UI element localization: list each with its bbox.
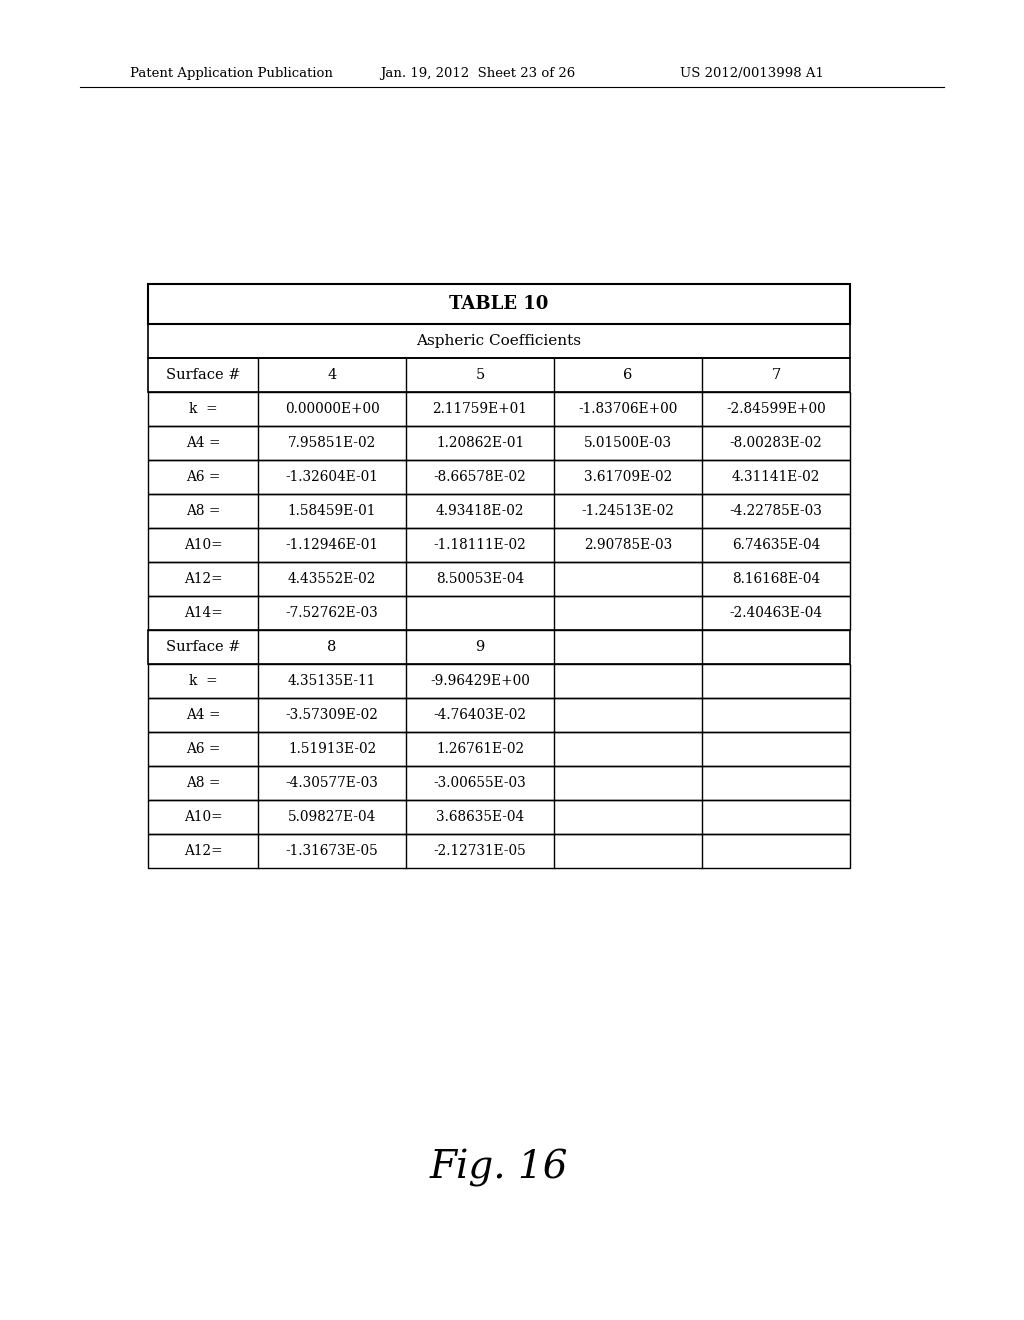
Bar <box>148 562 850 595</box>
Text: Jan. 19, 2012  Sheet 23 of 26: Jan. 19, 2012 Sheet 23 of 26 <box>380 67 575 81</box>
Text: 4.31141E-02: 4.31141E-02 <box>732 470 820 484</box>
Text: US 2012/0013998 A1: US 2012/0013998 A1 <box>680 67 824 81</box>
Text: TABLE 10: TABLE 10 <box>450 294 549 313</box>
Text: -1.83706E+00: -1.83706E+00 <box>579 401 678 416</box>
Text: k  =: k = <box>188 673 217 688</box>
Text: Surface #: Surface # <box>166 368 241 381</box>
Text: -2.12731E-05: -2.12731E-05 <box>433 843 526 858</box>
Text: 9: 9 <box>475 640 484 653</box>
Text: -1.12946E-01: -1.12946E-01 <box>286 537 379 552</box>
Bar <box>148 459 850 494</box>
Text: 4: 4 <box>328 368 337 381</box>
Text: Patent Application Publication: Patent Application Publication <box>130 67 333 81</box>
Bar <box>148 323 850 358</box>
Text: -4.30577E-03: -4.30577E-03 <box>286 776 379 789</box>
Text: -3.57309E-02: -3.57309E-02 <box>286 708 379 722</box>
Text: A14=: A14= <box>183 606 222 620</box>
Bar <box>148 426 850 459</box>
Text: 8: 8 <box>328 640 337 653</box>
Text: A12=: A12= <box>183 572 222 586</box>
Text: 5.09827E-04: 5.09827E-04 <box>288 809 376 824</box>
Text: 7.95851E-02: 7.95851E-02 <box>288 436 376 450</box>
Text: 7: 7 <box>771 368 780 381</box>
Text: -3.00655E-03: -3.00655E-03 <box>433 776 526 789</box>
Text: Surface #: Surface # <box>166 640 241 653</box>
Text: 6: 6 <box>624 368 633 381</box>
Text: A6 =: A6 = <box>185 470 220 484</box>
Bar <box>148 630 850 664</box>
Text: A4 =: A4 = <box>185 708 220 722</box>
Text: A10=: A10= <box>183 809 222 824</box>
Text: -1.18111E-02: -1.18111E-02 <box>433 537 526 552</box>
Text: A6 =: A6 = <box>185 742 220 756</box>
Bar <box>148 494 850 528</box>
Bar <box>148 358 850 392</box>
Text: 1.51913E-02: 1.51913E-02 <box>288 742 376 756</box>
Text: A12=: A12= <box>183 843 222 858</box>
Bar <box>148 698 850 731</box>
Text: 4.93418E-02: 4.93418E-02 <box>436 504 524 517</box>
Text: k  =: k = <box>188 401 217 416</box>
Text: -8.66578E-02: -8.66578E-02 <box>433 470 526 484</box>
Text: 2.11759E+01: 2.11759E+01 <box>432 401 527 416</box>
Text: 8.16168E-04: 8.16168E-04 <box>732 572 820 586</box>
Text: 5.01500E-03: 5.01500E-03 <box>584 436 672 450</box>
Text: -9.96429E+00: -9.96429E+00 <box>430 673 530 688</box>
Text: -8.00283E-02: -8.00283E-02 <box>730 436 822 450</box>
Text: 1.58459E-01: 1.58459E-01 <box>288 504 376 517</box>
Text: A8 =: A8 = <box>185 776 220 789</box>
Bar <box>148 834 850 867</box>
Text: A4 =: A4 = <box>185 436 220 450</box>
Bar <box>148 595 850 630</box>
Text: 3.61709E-02: 3.61709E-02 <box>584 470 672 484</box>
Text: 1.26761E-02: 1.26761E-02 <box>436 742 524 756</box>
Text: 5: 5 <box>475 368 484 381</box>
Text: -4.22785E-03: -4.22785E-03 <box>729 504 822 517</box>
Text: 8.50053E-04: 8.50053E-04 <box>436 572 524 586</box>
Text: -4.76403E-02: -4.76403E-02 <box>433 708 526 722</box>
Text: A10=: A10= <box>183 537 222 552</box>
Bar <box>148 528 850 562</box>
Text: -1.24513E-02: -1.24513E-02 <box>582 504 675 517</box>
Text: 0.00000E+00: 0.00000E+00 <box>285 401 379 416</box>
Text: 1.20862E-01: 1.20862E-01 <box>436 436 524 450</box>
Text: Aspheric Coefficients: Aspheric Coefficients <box>417 334 582 347</box>
Text: 4.43552E-02: 4.43552E-02 <box>288 572 376 586</box>
Text: 2.90785E-03: 2.90785E-03 <box>584 537 672 552</box>
Text: -7.52762E-03: -7.52762E-03 <box>286 606 379 620</box>
Text: 6.74635E-04: 6.74635E-04 <box>732 537 820 552</box>
Bar <box>148 800 850 834</box>
Bar <box>148 392 850 426</box>
Text: 4.35135E-11: 4.35135E-11 <box>288 673 376 688</box>
Text: -2.84599E+00: -2.84599E+00 <box>726 401 826 416</box>
Bar <box>148 664 850 698</box>
Text: 3.68635E-04: 3.68635E-04 <box>436 809 524 824</box>
Text: Fig. 16: Fig. 16 <box>430 1150 568 1187</box>
Text: A8 =: A8 = <box>185 504 220 517</box>
Text: -2.40463E-04: -2.40463E-04 <box>729 606 822 620</box>
Bar <box>148 284 850 323</box>
Text: -1.31673E-05: -1.31673E-05 <box>286 843 379 858</box>
Text: -1.32604E-01: -1.32604E-01 <box>286 470 379 484</box>
Bar <box>148 766 850 800</box>
Bar <box>148 731 850 766</box>
